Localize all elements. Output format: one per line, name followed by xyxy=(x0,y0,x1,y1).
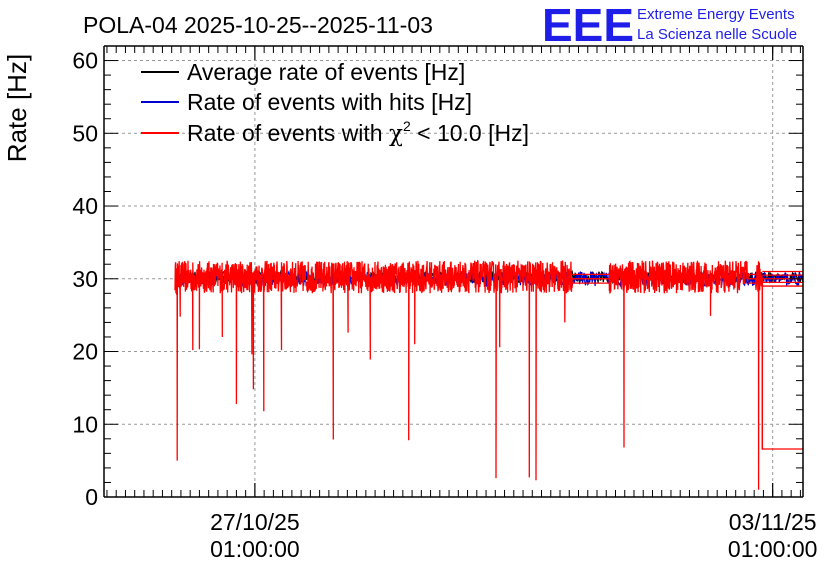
brand-line-1: Extreme Energy Events xyxy=(637,6,795,23)
legend-entry-0: Average rate of events [Hz] xyxy=(187,59,465,85)
y-tick-label: 50 xyxy=(72,120,98,146)
legend-text-prefix: Rate of events with xyxy=(187,120,389,146)
y-tick-label: 10 xyxy=(72,411,98,437)
legend-superscript: 2 xyxy=(403,118,411,134)
legend: Average rate of events [Hz] Rate of event… xyxy=(141,59,529,147)
y-tick-label: 30 xyxy=(72,266,98,292)
eee-logo: EEE Extreme Energy Events La Scienza nel… xyxy=(542,0,797,51)
series-line-chi2-rate xyxy=(174,259,763,490)
y-axis-label: Rate [Hz] xyxy=(2,54,32,162)
legend-entry-2: Rate of events with χ2 < 10.0 [Hz] xyxy=(187,118,529,147)
y-tick-label: 20 xyxy=(72,339,98,365)
y-tick-label: 40 xyxy=(72,193,98,219)
x-tick-label-time: 01:00:00 xyxy=(728,536,818,562)
brand-line-2: La Scienza nelle Scuole xyxy=(637,26,797,43)
legend-entry-1: Rate of events with hits [Hz] xyxy=(187,89,472,115)
y-tick-label: 0 xyxy=(85,484,98,510)
x-tick-label-time: 01:00:00 xyxy=(210,536,300,562)
y-tick-label: 60 xyxy=(72,48,98,74)
legend-text-suffix: < 10.0 [Hz] xyxy=(411,120,529,146)
axes: 010203040506027/10/2501:00:0003/11/2501:… xyxy=(72,45,818,562)
x-tick-label-date: 27/10/25 xyxy=(210,509,300,535)
series-layer xyxy=(174,259,804,490)
legend-chi-symbol: χ xyxy=(389,121,403,147)
eee-logo-text: EEE xyxy=(542,0,634,51)
chart-title: POLA-04 2025-10-25--2025-11-03 xyxy=(83,12,433,38)
x-tick-label-date: 03/11/25 xyxy=(729,509,817,535)
grid-lines xyxy=(104,46,803,497)
